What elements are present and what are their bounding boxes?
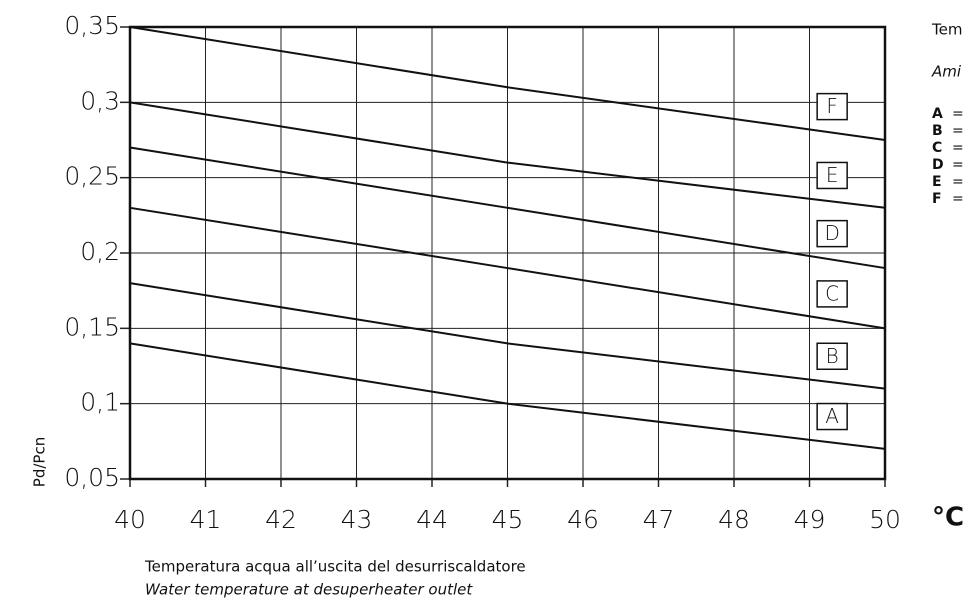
- legend-sign: =: [952, 123, 964, 139]
- legend-key: B: [932, 123, 943, 139]
- x-tick-label: 50: [869, 505, 901, 534]
- legend-sign: =: [952, 174, 964, 190]
- y-axis-label: Pd/Pcn: [31, 437, 49, 487]
- side-note: Ami: [931, 63, 962, 81]
- series-line: [129, 101, 886, 209]
- x-tick-label: 40: [114, 505, 146, 534]
- y-tick-label: 0,35: [64, 11, 120, 40]
- x-tick-label: 45: [492, 505, 524, 534]
- y-tick-label: 0,3: [80, 86, 120, 115]
- series-line: [129, 282, 886, 390]
- series-label: E: [826, 163, 839, 187]
- series-label-box: [816, 92, 848, 121]
- y-tick-label: 0,1: [80, 388, 120, 417]
- legend-key: C: [932, 140, 942, 156]
- series-line: [129, 342, 886, 450]
- x-unit: °C: [932, 503, 964, 533]
- series-label-box: [816, 161, 848, 190]
- series-label: B: [826, 344, 839, 368]
- series-label-box: [816, 342, 848, 371]
- x-tick-label: 48: [718, 505, 750, 534]
- legend-key: F: [932, 191, 942, 207]
- legend-key: E: [932, 174, 942, 190]
- y-tick-label: 0,05: [64, 463, 120, 492]
- series-label: C: [825, 281, 839, 305]
- legend-sign: =: [952, 140, 964, 156]
- legend-key: A: [932, 106, 943, 122]
- series-label: A: [825, 404, 839, 428]
- x-axis-label: Temperatura acqua all’uscita del desurri…: [144, 558, 526, 576]
- series-label-box: [816, 280, 848, 308]
- series-label-box: [816, 402, 848, 431]
- plot-frame: [128, 25, 887, 481]
- x-tick-label: 44: [416, 505, 448, 534]
- series-label: D: [824, 221, 839, 245]
- y-tick-label: 0,25: [64, 162, 120, 191]
- legend-sign: =: [952, 106, 964, 122]
- x-tick-label: 46: [567, 505, 599, 534]
- series-line: [129, 146, 886, 270]
- y-tick-label: 0,15: [64, 312, 120, 341]
- y-tick-label: 0,2: [80, 237, 120, 266]
- legend-key: D: [932, 157, 944, 173]
- series-label: F: [826, 94, 838, 118]
- legend-sign: =: [952, 191, 964, 207]
- legend-sign: =: [952, 157, 964, 173]
- x-tick-label: 47: [643, 505, 675, 534]
- x-axis-label-en: Water temperature at desuperheater outle…: [145, 581, 473, 599]
- series-label-box: [816, 219, 848, 248]
- x-tick-label: 49: [794, 505, 826, 534]
- series-line: [129, 206, 886, 330]
- x-tick-label: 43: [341, 505, 373, 534]
- side-note: Tem: [931, 21, 962, 39]
- x-tick-label: 41: [190, 505, 222, 534]
- series-line: [129, 26, 886, 141]
- x-tick-label: 42: [265, 505, 297, 534]
